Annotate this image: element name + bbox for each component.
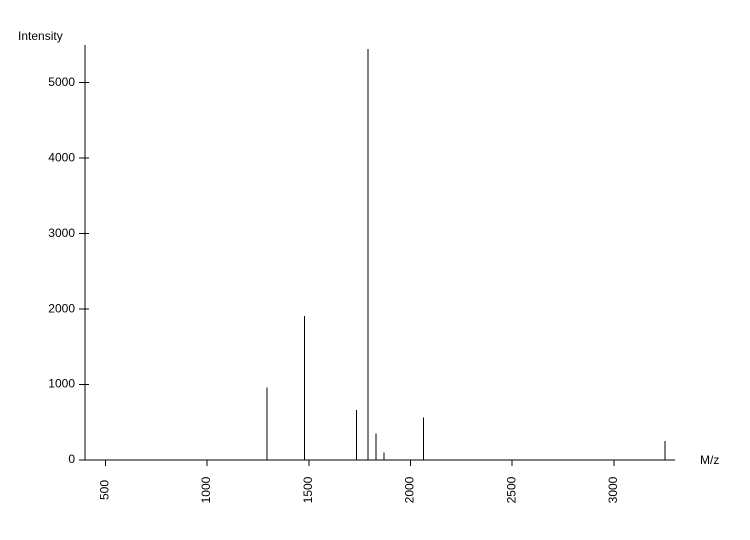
y-tick-label: 1000 — [48, 377, 75, 391]
y-tick-label: 0 — [68, 452, 75, 466]
x-tick-label: 2000 — [403, 476, 417, 503]
y-tick-label: 4000 — [48, 150, 75, 164]
x-tick-label: 3000 — [606, 476, 620, 503]
y-tick-label: 3000 — [48, 226, 75, 240]
y-tick-label: 5000 — [48, 75, 75, 89]
y-axis-label: Intensity — [18, 29, 63, 43]
x-tick-label: 2500 — [504, 476, 518, 503]
x-axis-label: M/z — [700, 453, 719, 467]
x-tick-label: 1000 — [199, 476, 213, 503]
x-tick-label: 1500 — [301, 476, 315, 503]
x-tick-label: 500 — [98, 480, 112, 500]
mass-spectrum-chart: 0 1000 2000 3000 4000 5000 500 1000 1500 2000 2500… — [0, 0, 750, 540]
y-tick-label: 2000 — [48, 301, 75, 315]
